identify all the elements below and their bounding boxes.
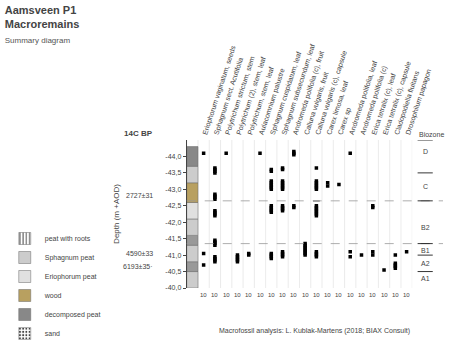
svg-text:Andromeda polifolia (c): Andromeda polifolia (c) — [359, 65, 389, 136]
svg-text:-41,0: -41,0 — [165, 252, 181, 259]
svg-text:10: 10 — [381, 292, 388, 298]
svg-text:Drosophilum papagon: Drosophilum papagon — [404, 68, 433, 136]
svg-text:Eriophorum vaginatum, seeds: Eriophorum vaginatum, seeds — [201, 44, 237, 135]
svg-text:10: 10 — [268, 292, 275, 298]
svg-text:Macrofossil analysis: L. Kubla: Macrofossil analysis: L. Kublak-Martens … — [219, 327, 410, 335]
svg-text:10: 10 — [223, 292, 230, 298]
svg-text:Andromeda polifolia, leaf: Andromeda polifolia, leaf — [348, 60, 379, 136]
svg-text:10: 10 — [403, 292, 410, 298]
svg-text:A2: A2 — [421, 260, 430, 267]
svg-text:Biozone: Biozone — [419, 131, 444, 138]
svg-text:Calluna vulgaris, fruit: Calluna vulgaris, fruit — [303, 71, 331, 136]
svg-text:10: 10 — [200, 292, 207, 298]
svg-text:10: 10 — [369, 292, 376, 298]
svg-text:-41,5: -41,5 — [165, 235, 181, 242]
svg-text:C: C — [423, 183, 428, 190]
svg-text:Carex sp: Carex sp — [337, 107, 353, 136]
svg-text:10: 10 — [335, 292, 342, 298]
svg-text:Polytrichum (2), stem, leaf: Polytrichum (2), stem, leaf — [235, 56, 268, 136]
svg-text:14C BP: 14C BP — [124, 129, 153, 138]
svg-text:D: D — [423, 148, 428, 155]
svg-text:Carex limosa, leaf: Carex limosa, leaf — [325, 80, 349, 135]
svg-text:-42,5: -42,5 — [165, 202, 181, 209]
svg-text:wood: wood — [44, 292, 62, 299]
svg-text:Depth (m +AOD): Depth (m +AOD) — [112, 184, 121, 244]
svg-text:-43,5: -43,5 — [165, 169, 181, 176]
svg-text:decomposed peat: decomposed peat — [45, 311, 101, 319]
svg-text:10: 10 — [279, 292, 286, 298]
svg-text:Andromeda polifolia (c), fruit: Andromeda polifolia (c), fruit — [291, 50, 326, 136]
svg-text:2727±31: 2727±31 — [126, 192, 153, 199]
svg-text:10: 10 — [392, 292, 399, 298]
svg-text:Eriophorum peat: Eriophorum peat — [45, 273, 97, 281]
svg-text:Calluna vulgaris (c), capsule: Calluna vulgaris (c), capsule — [314, 50, 349, 136]
svg-text:10: 10 — [257, 292, 264, 298]
svg-text:10: 10 — [234, 292, 241, 298]
svg-text:Aamsveen P1MacroremainsSummary: Aamsveen P1MacroremainsSummary diagram — [5, 4, 80, 45]
svg-text:Sphagnum subsecundum, leaf: Sphagnum subsecundum, leaf — [280, 43, 317, 135]
svg-text:B1: B1 — [421, 247, 430, 254]
svg-text:10: 10 — [358, 292, 365, 298]
svg-text:sand: sand — [45, 330, 60, 337]
svg-text:Polytrichum, stem, leaf: Polytrichum, stem, leaf — [246, 66, 276, 136]
svg-text:Erica tetralix (c), capsule: Erica tetralix (c), capsule — [382, 60, 413, 135]
svg-text:Aulacomnium palustre: Aulacomnium palustre — [258, 67, 287, 135]
svg-text:-44,0: -44,0 — [165, 153, 181, 160]
svg-text:A1: A1 — [421, 275, 430, 282]
svg-text:10: 10 — [324, 292, 331, 298]
svg-text:Polytrichum strictum, stem: Polytrichum strictum, stem — [224, 55, 257, 136]
svg-text:Sphagnum sect. Acutifolia: Sphagnum sect. Acutifolia — [213, 57, 246, 136]
svg-text:Sphagnum peat: Sphagnum peat — [45, 254, 94, 262]
svg-text:10: 10 — [302, 292, 309, 298]
svg-text:-40,0: -40,0 — [165, 284, 181, 291]
svg-text:Cladopodiella fluitans: Cladopodiella fluitans — [393, 70, 421, 136]
svg-text:Sphagnum cuspidatum, leaf: Sphagnum cuspidatum, leaf — [269, 51, 303, 136]
svg-text:10: 10 — [290, 292, 297, 298]
svg-text:10: 10 — [347, 292, 354, 298]
svg-text:-43,0: -43,0 — [165, 186, 181, 193]
svg-text:10: 10 — [245, 292, 252, 298]
svg-text:6193±35·: 6193±35· — [123, 263, 153, 270]
svg-text:B2: B2 — [421, 224, 430, 231]
svg-text:-42,0: -42,0 — [165, 219, 181, 226]
svg-text:10: 10 — [211, 292, 218, 298]
svg-text:10: 10 — [313, 292, 320, 298]
svg-text:-40,5: -40,5 — [165, 268, 181, 275]
svg-text:4590±33: 4590±33 — [126, 250, 153, 257]
svg-text:peat with roots: peat with roots — [45, 235, 91, 243]
svg-text:Erica tetralix (c), leaf: Erica tetralix (c), leaf — [370, 73, 397, 136]
